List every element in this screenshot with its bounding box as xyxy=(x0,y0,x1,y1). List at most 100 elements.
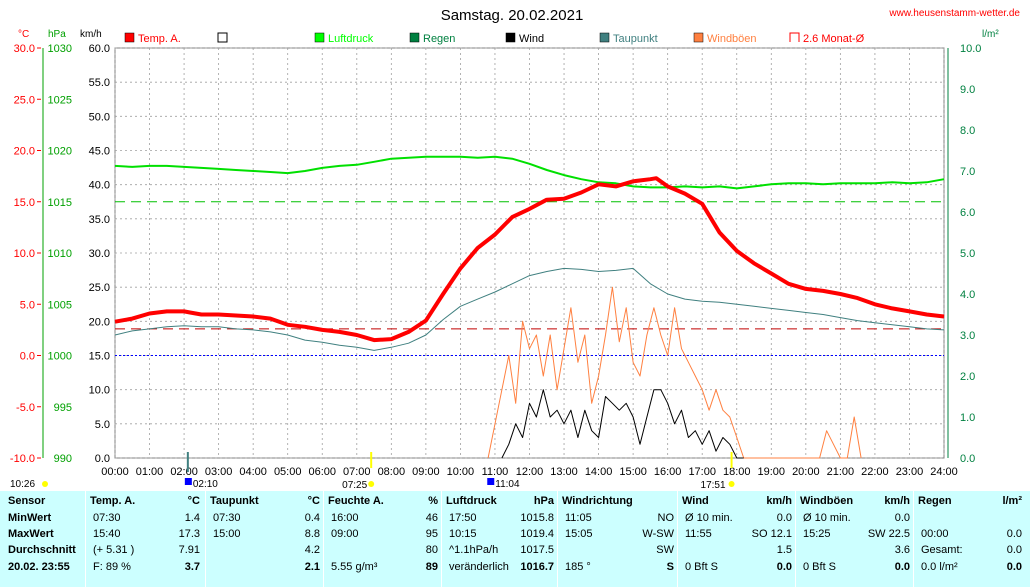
stats-col-head: Wind xyxy=(682,495,709,507)
stats-column-separator xyxy=(323,491,324,587)
stats-time: 0.0 l/m² xyxy=(921,561,958,573)
stats-value: 0.0 xyxy=(776,512,792,524)
x-tick-label: 20:00 xyxy=(792,466,820,478)
stats-value: 1017.5 xyxy=(520,544,554,556)
stats-time: 15:25 xyxy=(803,528,831,540)
left-time-label: 10:26 xyxy=(10,479,35,490)
x-tick-label: 15:00 xyxy=(619,466,647,478)
stats-column-separator xyxy=(677,491,678,587)
stats-value: 3.7 xyxy=(184,561,200,573)
stats-value: 1015.8 xyxy=(520,512,554,524)
x-tick-label: 16:00 xyxy=(654,466,682,478)
chart-title: Samstag. 20.02.2021 xyxy=(441,7,584,24)
wind-tick-label: 50.0 xyxy=(89,111,110,123)
stats-time: 15:00 xyxy=(213,528,241,540)
legend-swatch xyxy=(314,32,325,43)
temp-tick-label: -10.0 xyxy=(10,453,35,465)
stats-time: 07:30 xyxy=(93,512,121,524)
wind-tick-label: 15.0 xyxy=(89,351,110,363)
stats-col-unit: °C xyxy=(307,495,320,507)
temp-min-flag xyxy=(184,478,192,485)
wind-tick-label: 20.0 xyxy=(89,316,110,328)
stats-value: 0.0 xyxy=(1006,528,1022,540)
stats-value: 4.2 xyxy=(304,544,320,556)
unit-kmh: km/h xyxy=(80,29,102,40)
pressure-tick-label: 1020 xyxy=(48,146,72,158)
stats-row-label: MinWert xyxy=(8,512,52,524)
stats-column-separator xyxy=(205,491,206,587)
x-tick-label: 24:00 xyxy=(930,466,958,478)
wind-tick-label: 45.0 xyxy=(89,146,110,158)
stats-value: W-SW xyxy=(642,528,674,540)
wind-tick-label: 5.0 xyxy=(95,419,110,431)
stats-col-unit: hPa xyxy=(533,495,554,507)
stats-row-label: MaxWert xyxy=(8,528,54,540)
stats-value: 1.4 xyxy=(184,512,200,524)
temp-tick-label: 10.0 xyxy=(14,248,35,260)
rain-tick-label: 8.0 xyxy=(960,125,975,137)
temp-tick-label: 5.0 xyxy=(20,299,35,311)
stats-time: 17:50 xyxy=(449,512,477,524)
stats-time: Ø 10 min. xyxy=(803,512,851,524)
x-tick-label: 08:00 xyxy=(378,466,406,478)
stats-row-label: 20.02. 23:55 xyxy=(8,561,70,573)
legend-label: Regen xyxy=(423,33,455,45)
legend-label: Luftdruck xyxy=(328,33,374,45)
stats-col-unit: °C xyxy=(187,495,200,507)
stats-value: SW 22.5 xyxy=(867,528,910,540)
rain-tick-label: 1.0 xyxy=(960,412,975,424)
stats-time: 185 ° xyxy=(565,561,591,573)
x-tick-label: 00:00 xyxy=(101,466,129,478)
pressure-tick-label: 995 xyxy=(54,402,72,414)
stats-time: F: 89 % xyxy=(93,561,131,573)
stats-value: NO xyxy=(657,512,675,524)
stats-time: 5.55 g/m³ xyxy=(331,561,378,573)
rain-tick-label: 4.0 xyxy=(960,289,975,301)
stats-value: 3.6 xyxy=(894,544,910,556)
x-tick-label: 13:00 xyxy=(550,466,578,478)
stats-value: 7.91 xyxy=(178,544,200,556)
temp-min-label: 02:10 xyxy=(193,479,218,490)
x-tick-label: 09:00 xyxy=(412,466,440,478)
series-line-temp-a- xyxy=(114,176,945,343)
pressure-tick-label: 1025 xyxy=(48,94,72,106)
x-tick-label: 07:00 xyxy=(343,466,371,478)
stats-value: 8.8 xyxy=(304,528,320,540)
x-tick-label: 12:00 xyxy=(516,466,544,478)
temp-tick-label: 0.0 xyxy=(20,351,35,363)
legend-swatch xyxy=(599,32,610,43)
wind-tick-label: 25.0 xyxy=(89,282,110,294)
stats-time: Gesamt: xyxy=(921,544,963,556)
temp-tick-label: 20.0 xyxy=(14,146,35,158)
unit-hpa: hPa xyxy=(48,29,66,40)
x-tick-label: 19:00 xyxy=(758,466,786,478)
press-max-flag xyxy=(487,478,495,485)
x-tick-label: 06:00 xyxy=(308,466,336,478)
pressure-tick-label: 1010 xyxy=(48,248,72,260)
left-sun-dot xyxy=(42,481,48,487)
pressure-tick-label: 1005 xyxy=(48,299,72,311)
stats-value: 0.0 xyxy=(776,561,792,573)
x-tick-label: 11:00 xyxy=(482,466,509,478)
x-tick-label: 10:00 xyxy=(447,466,475,478)
legend-label: Temp. A. xyxy=(138,33,181,45)
stats-value: SO 12.1 xyxy=(751,528,792,540)
stats-col-head: Regen xyxy=(918,495,952,507)
stats-time: 0 Bft S xyxy=(685,561,719,573)
stats-column-separator xyxy=(795,491,796,587)
temp-tick-label: -5.0 xyxy=(16,402,35,414)
stats-column-separator xyxy=(913,491,914,587)
x-tick-label: 14:00 xyxy=(585,466,613,478)
temp-tick-label: 25.0 xyxy=(14,94,35,106)
stats-value: 1019.4 xyxy=(520,528,554,540)
x-tick-label: 22:00 xyxy=(861,466,889,478)
wind-tick-label: 30.0 xyxy=(89,248,110,260)
stats-value: 89 xyxy=(425,561,438,573)
rain-tick-label: 5.0 xyxy=(960,248,975,260)
stats-value: SW xyxy=(656,544,674,556)
stats-value: 1.5 xyxy=(776,544,792,556)
wind-tick-label: 0.0 xyxy=(95,453,110,465)
pressure-tick-label: 1015 xyxy=(48,197,72,209)
stats-table: Sensor MinWert MaxWert Durchschnitt 20.02. 2… xyxy=(0,491,1030,587)
stats-column-separator xyxy=(441,491,442,587)
